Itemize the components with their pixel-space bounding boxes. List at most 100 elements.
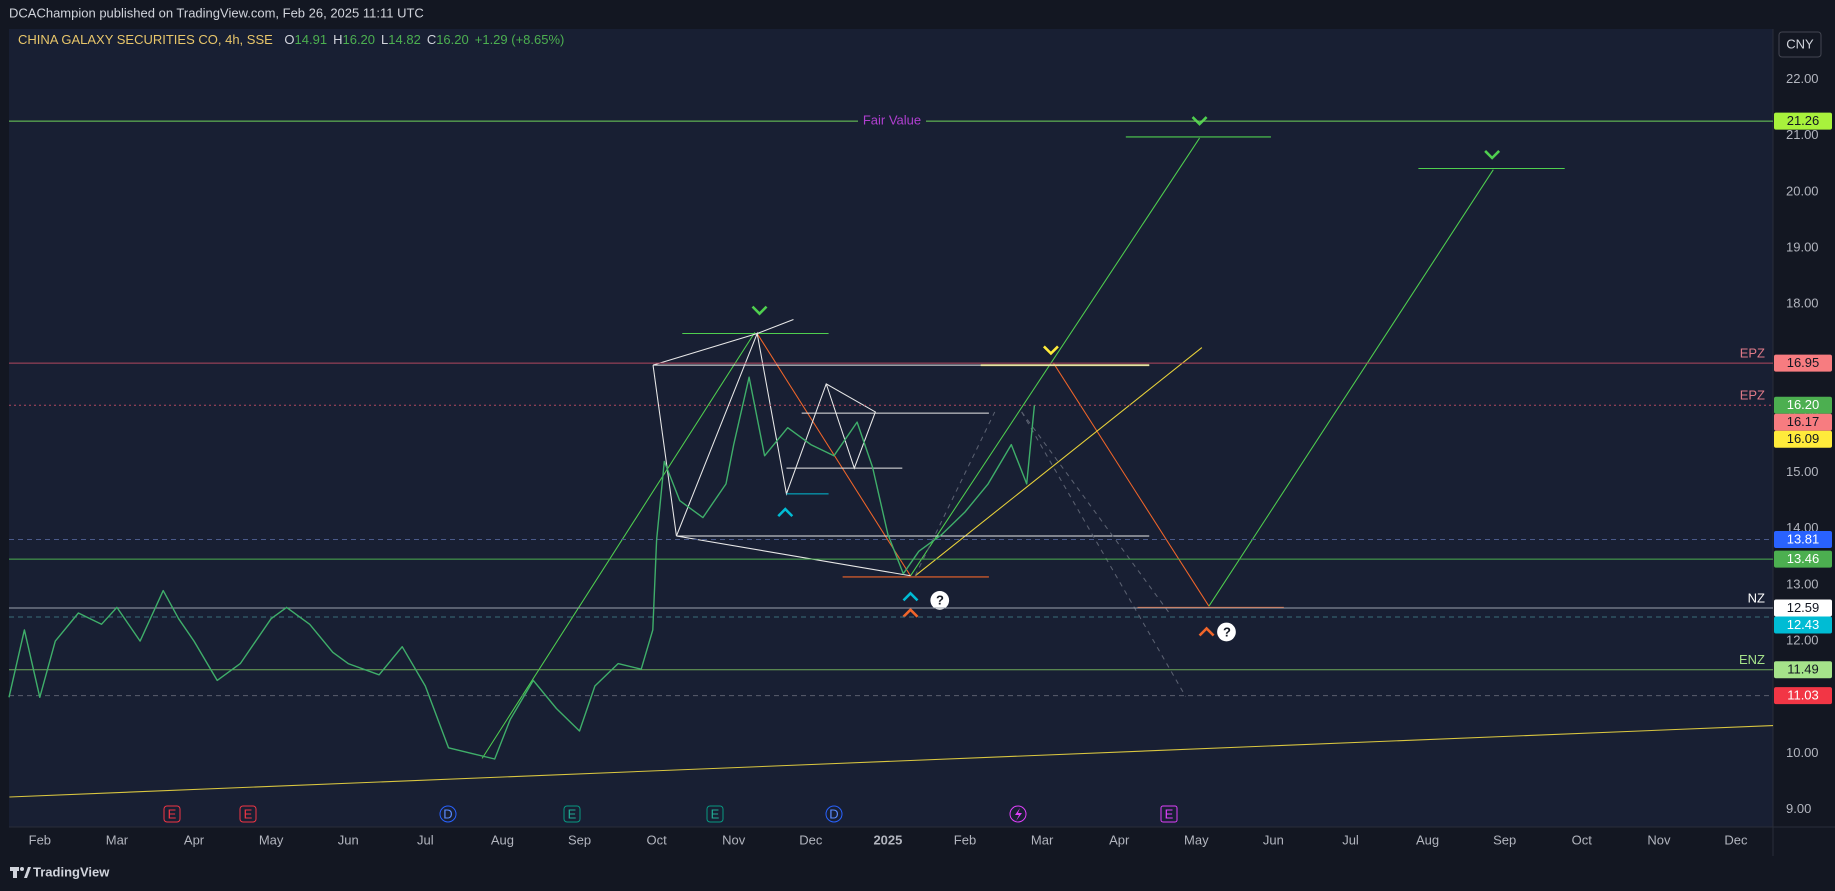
- price-badge: [1774, 661, 1832, 679]
- question-badge: [930, 591, 950, 610]
- price-badge: [1774, 550, 1832, 568]
- publish-header: DCAChampion published on TradingView.com…: [9, 5, 424, 20]
- price-badge-label: 13.46: [1787, 551, 1820, 566]
- x-tick-label: Feb: [29, 832, 51, 847]
- x-tick-label: 2025: [873, 832, 902, 847]
- currency-button[interactable]: [1778, 31, 1822, 58]
- level-name-bg: [858, 113, 926, 130]
- question-mark: ?: [1223, 624, 1231, 639]
- price-badge: [1774, 354, 1832, 372]
- plot-area: [9, 29, 1773, 827]
- legend-key: C: [427, 32, 436, 47]
- x-tick-label: Apr: [184, 832, 205, 847]
- legend-value: 14.91: [295, 32, 328, 47]
- long-trendline: [9, 725, 1774, 798]
- legend-value: 16.20: [436, 32, 469, 47]
- legend-title: CHINA GALAXY SECURITIES CO, 4h, SSE: [18, 32, 273, 47]
- events: E E D E E D E: [163, 805, 1178, 823]
- x-tick-label: Sep: [1493, 832, 1516, 847]
- event-icon: [163, 805, 181, 823]
- level-name: EPZ: [1740, 388, 1765, 403]
- event-icon: [825, 805, 843, 823]
- lightning: [1015, 808, 1022, 821]
- legend-key: L: [381, 32, 388, 47]
- legend: CHINA GALAXY SECURITIES CO, 4h, SSE O14.…: [18, 32, 564, 47]
- footer-logo: [10, 867, 31, 878]
- currency-label[interactable]: CNY: [1786, 36, 1814, 51]
- x-tick-label: Jul: [1342, 832, 1359, 847]
- event-icon: [706, 805, 724, 823]
- level-name: EPZ: [1740, 346, 1765, 361]
- question-badge: [1217, 622, 1236, 642]
- price-badge: [1774, 687, 1832, 705]
- x-tick-label: Nov: [722, 832, 746, 847]
- level-name: ENZ: [1739, 652, 1765, 667]
- dashed-projections: [914, 411, 1186, 697]
- event-label: E: [568, 806, 577, 821]
- price-badge-label: 12.59: [1787, 600, 1820, 615]
- y-tick-label: 13.00: [1786, 576, 1819, 591]
- projection-line: [1208, 169, 1494, 607]
- y-tick-label: 15.00: [1786, 464, 1819, 479]
- event-icon: [439, 805, 457, 823]
- x-tick-label: Aug: [1416, 832, 1439, 847]
- price-badge: [1774, 430, 1832, 448]
- projection-line: [910, 137, 1200, 577]
- y-tick-label: 12.00: [1786, 633, 1819, 648]
- legend-value: 16.20: [342, 32, 375, 47]
- price-badge: [1774, 530, 1832, 548]
- x-tick-label: Dec: [1724, 832, 1748, 847]
- price-badge: [1774, 413, 1832, 431]
- x-tick-label: Mar: [1031, 832, 1054, 847]
- x-tick-label: Oct: [1572, 832, 1593, 847]
- event-label: D: [443, 806, 452, 821]
- event-label: E: [711, 806, 720, 821]
- y-tick-label: 18.00: [1786, 296, 1819, 311]
- pattern: [652, 319, 1150, 577]
- legend-value: 14.82: [388, 32, 421, 47]
- event-icon: [239, 805, 257, 823]
- x-tick-label: May: [1184, 832, 1209, 847]
- x-tick-label: Jun: [1263, 832, 1284, 847]
- support-line: [914, 347, 1203, 577]
- price-badge-label: 16.09: [1787, 431, 1820, 446]
- y-tick-label: 19.00: [1786, 239, 1819, 254]
- price-badge-label: 13.81: [1787, 531, 1820, 546]
- legend-key: H: [333, 32, 342, 47]
- x-tick-label: May: [259, 832, 284, 847]
- event-icon: [563, 805, 581, 823]
- y-tick-label: 20.00: [1786, 183, 1819, 198]
- price-badge-label: 11.49: [1787, 662, 1819, 677]
- x-tick-label: Nov: [1647, 832, 1671, 847]
- y-tick-label: 21.00: [1786, 127, 1819, 142]
- chevrons: [751, 116, 1501, 637]
- price-badge-label: 12.43: [1787, 617, 1820, 632]
- price-badge-label: 21.26: [1787, 113, 1820, 128]
- legend-change: +1.29 (+8.65%): [475, 32, 565, 47]
- x-tick-label: Sep: [568, 832, 591, 847]
- question-mark: ?: [936, 592, 944, 607]
- x-tick-label: Jun: [338, 832, 359, 847]
- level-name: Fair Value: [863, 113, 921, 128]
- level-name: NZ: [1748, 590, 1765, 605]
- x-tick-label: Apr: [1109, 832, 1130, 847]
- event-label: D: [829, 806, 838, 821]
- price-badge: [1774, 616, 1832, 634]
- legend-key: O: [284, 32, 294, 47]
- price-line: [8, 376, 1036, 760]
- event-label: E: [168, 806, 177, 821]
- x-tick-label: Dec: [799, 832, 823, 847]
- price-badge: [1774, 599, 1832, 617]
- x-tick-label: Mar: [106, 832, 129, 847]
- price-badge-label: 11.03: [1787, 688, 1819, 703]
- price-badge-label: 16.20: [1787, 397, 1820, 412]
- price-badge: [1774, 112, 1832, 130]
- price-badge-label: 16.17: [1787, 414, 1820, 429]
- y-tick-label: 9.00: [1786, 801, 1811, 816]
- event-icon: [1160, 805, 1178, 823]
- drop-line: [1052, 362, 1210, 607]
- event-label: E: [244, 806, 253, 821]
- x-tick-label: Aug: [491, 832, 514, 847]
